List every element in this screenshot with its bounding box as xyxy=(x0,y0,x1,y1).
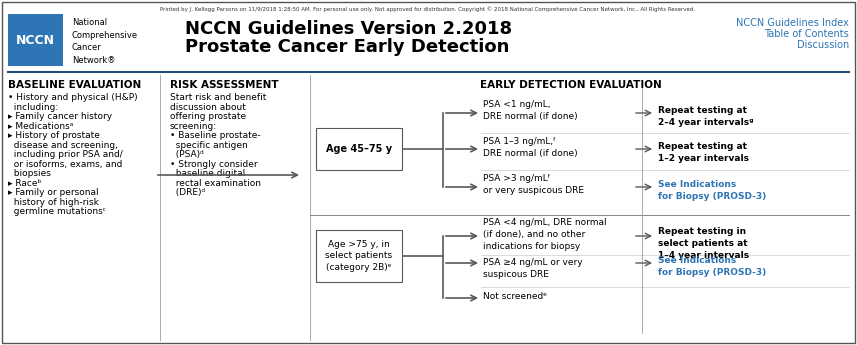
Text: (PSA)ᵈ: (PSA)ᵈ xyxy=(170,150,204,159)
Text: including prior PSA and/: including prior PSA and/ xyxy=(8,150,123,159)
Text: including:: including: xyxy=(8,102,58,111)
Text: Discussion: Discussion xyxy=(797,40,849,50)
FancyBboxPatch shape xyxy=(316,230,402,282)
Text: PSA 1–3 ng/mL,ᶠ
DRE normal (if done): PSA 1–3 ng/mL,ᶠ DRE normal (if done) xyxy=(483,137,578,158)
Text: PSA >3 ng/mLᶠ
or very suspicous DRE: PSA >3 ng/mLᶠ or very suspicous DRE xyxy=(483,174,584,195)
Text: biopsies: biopsies xyxy=(8,169,51,178)
Text: or isoforms, exams, and: or isoforms, exams, and xyxy=(8,159,123,168)
Text: Age >75 y, in
select patients
(category 2B)ᵉ: Age >75 y, in select patients (category … xyxy=(326,240,393,272)
Text: Repeat testing at
2–4 year intervalsᵍ: Repeat testing at 2–4 year intervalsᵍ xyxy=(658,106,753,127)
Text: Table of Contents: Table of Contents xyxy=(764,29,849,39)
Text: RISK ASSESSMENT: RISK ASSESSMENT xyxy=(170,80,279,90)
Text: discussion about: discussion about xyxy=(170,102,246,111)
Text: Prostate Cancer Early Detection: Prostate Cancer Early Detection xyxy=(185,38,509,56)
Text: Start risk and benefit: Start risk and benefit xyxy=(170,93,267,102)
Text: • Strongly consider: • Strongly consider xyxy=(170,159,258,168)
Text: See Indications
for Biopsy (PROSD-3): See Indications for Biopsy (PROSD-3) xyxy=(658,180,766,201)
Text: germline mutationsᶜ: germline mutationsᶜ xyxy=(8,207,106,216)
Text: screening:: screening: xyxy=(170,121,217,130)
Text: specific antigen: specific antigen xyxy=(170,140,248,149)
Text: PSA ≥4 ng/mL or very
suspicous DRE: PSA ≥4 ng/mL or very suspicous DRE xyxy=(483,258,583,279)
Text: NCCN Guidelines Version 2.2018: NCCN Guidelines Version 2.2018 xyxy=(185,20,512,38)
Text: NCCN: NCCN xyxy=(16,33,55,47)
Text: EARLY DETECTION EVALUATION: EARLY DETECTION EVALUATION xyxy=(480,80,662,90)
Text: See Indications
for Biopsy (PROSD-3): See Indications for Biopsy (PROSD-3) xyxy=(658,256,766,277)
FancyBboxPatch shape xyxy=(316,128,402,170)
Text: ▸ Raceᵇ: ▸ Raceᵇ xyxy=(8,178,41,187)
Text: history of high-risk: history of high-risk xyxy=(8,197,99,207)
Text: • Baseline prostate-: • Baseline prostate- xyxy=(170,131,261,140)
Text: ▸ History of prostate: ▸ History of prostate xyxy=(8,131,100,140)
Text: National
Comprehensive
Cancer
Network®: National Comprehensive Cancer Network® xyxy=(72,18,138,65)
Text: NCCN Guidelines Index: NCCN Guidelines Index xyxy=(736,18,849,28)
Text: Not screenedᵉ: Not screenedᵉ xyxy=(483,292,547,301)
Text: offering prostate: offering prostate xyxy=(170,112,246,121)
Text: • History and physical (H&P): • History and physical (H&P) xyxy=(8,93,138,102)
Text: baseline digital: baseline digital xyxy=(170,169,245,178)
Text: Age 45–75 y: Age 45–75 y xyxy=(326,144,392,154)
Text: Repeat testing in
select patients at
1–4 year intervals: Repeat testing in select patients at 1–4… xyxy=(658,227,749,259)
Text: disease and screening,: disease and screening, xyxy=(8,140,118,149)
Text: ▸ Family or personal: ▸ Family or personal xyxy=(8,188,99,197)
Text: Printed by J. Kellogg Parsons on 11/9/2018 1:28:50 AM. For personal use only. No: Printed by J. Kellogg Parsons on 11/9/20… xyxy=(160,6,696,12)
Text: ▸ Family cancer history: ▸ Family cancer history xyxy=(8,112,112,121)
FancyBboxPatch shape xyxy=(8,14,63,66)
Text: PSA <4 ng/mL, DRE normal
(if done), and no other
indications for biopsy: PSA <4 ng/mL, DRE normal (if done), and … xyxy=(483,218,607,250)
Text: BASELINE EVALUATION: BASELINE EVALUATION xyxy=(8,80,141,90)
Text: ▸ Medicationsᵃ: ▸ Medicationsᵃ xyxy=(8,121,74,130)
Text: (DRE)ᵈ: (DRE)ᵈ xyxy=(170,188,205,197)
Text: rectal examination: rectal examination xyxy=(170,178,261,187)
Text: Repeat testing at
1–2 year intervals: Repeat testing at 1–2 year intervals xyxy=(658,142,749,163)
Text: PSA <1 ng/mL,
DRE normal (if done): PSA <1 ng/mL, DRE normal (if done) xyxy=(483,100,578,121)
